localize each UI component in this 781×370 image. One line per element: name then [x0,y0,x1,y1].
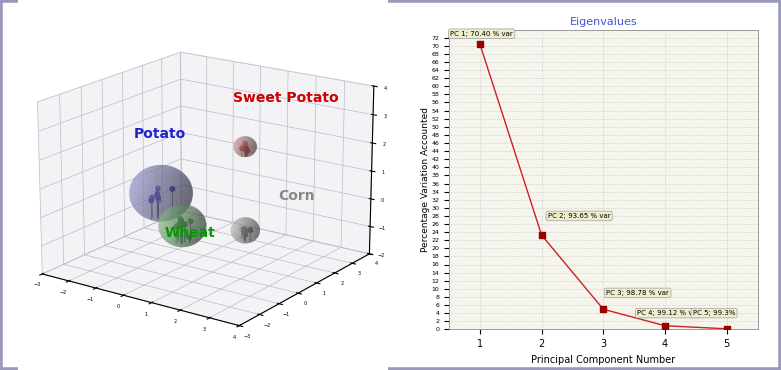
Text: PC 1; 70.40 % var: PC 1; 70.40 % var [451,31,513,44]
X-axis label: Principal Component Number: Principal Component Number [531,354,676,364]
Title: Eigenvalues: Eigenvalues [569,17,637,27]
Text: PC 4; 99.12 % var: PC 4; 99.12 % var [637,310,700,316]
Text: PC 5; 99.3%: PC 5; 99.3% [693,310,735,316]
Point [473,41,486,47]
Y-axis label: Percentage Variation Accounted: Percentage Variation Accounted [421,107,430,252]
Point [597,306,609,312]
Point [720,326,733,332]
Point [536,232,548,238]
Point [658,323,671,329]
Text: PC 2; 93.65 % var: PC 2; 93.65 % var [547,213,611,219]
Text: PC 3; 98.78 % var: PC 3; 98.78 % var [606,290,669,296]
